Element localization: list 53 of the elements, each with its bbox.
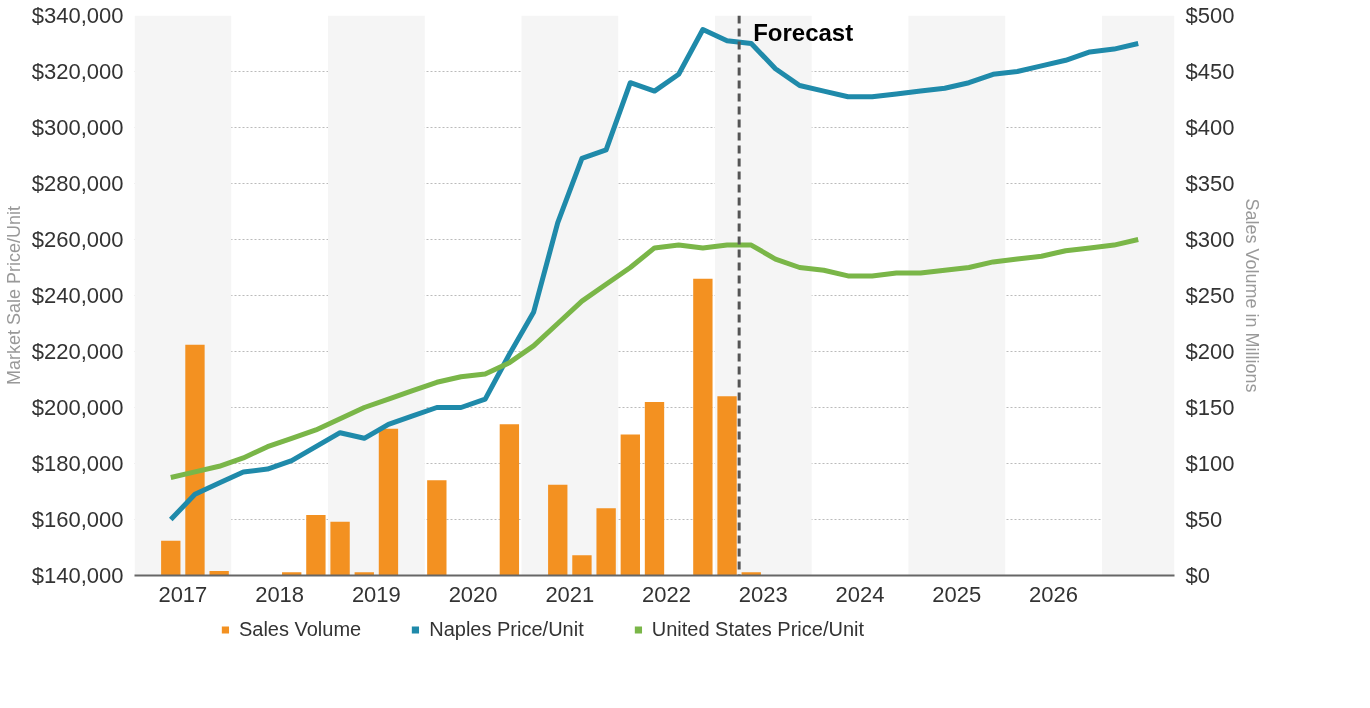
x-tick-label: 2025 [932,581,982,607]
bar [499,424,520,576]
x-tick-label: 2023 [738,581,788,607]
x-tick-label: 2019 [351,581,401,607]
y2-tick-label: $200 [1185,339,1235,364]
bar [596,508,616,576]
bar [717,396,737,576]
y-tick-label: $280,000 [31,171,124,196]
y2-tick-label: $50 [1185,507,1223,532]
x-tick-label: 2017 [158,581,208,607]
bar [185,344,205,576]
y-tick-label: $260,000 [31,227,124,252]
x-tick-label: 2021 [545,581,595,607]
y-tick-label: $320,000 [31,59,124,84]
legend-label: Naples Price/Unit [429,617,584,641]
x-tick-label: 2024 [835,581,885,607]
y-tick-label: $340,000 [31,3,124,28]
bar [693,278,713,576]
bar [306,515,326,576]
y-tick-label: $220,000 [31,339,124,364]
y2-tick-label: $0 [1185,563,1210,588]
y-tick-label: $180,000 [31,451,124,476]
x-tick-label: 2026 [1029,581,1079,607]
y2-axis-title: Sales Volume in Millions [1242,198,1263,393]
bar [548,484,568,576]
ref-line-label: Forecast [753,18,854,46]
x-tick-label: 2020 [448,581,498,607]
x-tick-label: 2022 [642,581,692,607]
bar [209,571,229,576]
y-tick-label: $240,000 [31,283,124,308]
y2-tick-label: $150 [1185,395,1235,420]
bar [378,428,399,576]
y-tick-label: $160,000 [31,507,124,532]
legend-label: Sales Volume [238,617,362,641]
y-tick-label: $200,000 [31,395,124,420]
y2-tick-label: $300 [1185,227,1235,252]
x-tick-label: 2018 [255,581,305,607]
y2-tick-label: $500 [1185,3,1235,28]
bar [572,555,592,576]
bar [330,521,350,576]
bar [620,434,640,576]
bar [644,401,665,576]
y2-tick-label: $100 [1185,451,1235,476]
y2-tick-label: $250 [1185,283,1235,308]
bar [427,480,447,576]
legend-label: United States Price/Unit [651,617,865,641]
bar [161,540,181,576]
y-tick-label: $140,000 [31,563,124,588]
y2-tick-label: $350 [1185,171,1235,196]
y2-tick-label: $400 [1185,115,1235,140]
y-axis-title: Market Sale Price/Unit [3,205,24,386]
y-tick-label: $300,000 [31,115,124,140]
y2-tick-label: $450 [1185,59,1235,84]
